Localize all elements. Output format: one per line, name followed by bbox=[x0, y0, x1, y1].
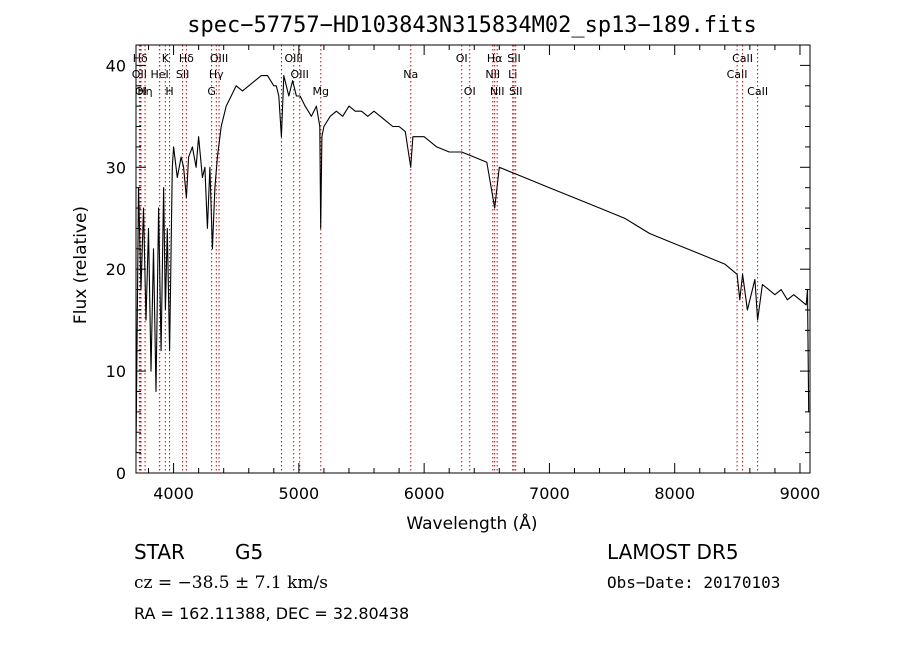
object-type: STAR bbox=[134, 540, 185, 564]
line-marker-label: Hα bbox=[487, 52, 503, 65]
line-marker-label: Mg bbox=[313, 85, 329, 98]
line-marker-label: H bbox=[165, 85, 173, 98]
coordinates: RA = 162.11388, DEC = 32.80438 bbox=[134, 604, 410, 623]
x-tick-label: 4000 bbox=[153, 484, 194, 503]
y-tick-label: 0 bbox=[116, 464, 126, 483]
spectrum-line bbox=[135, 75, 810, 453]
line-marker-label: SII bbox=[507, 52, 520, 65]
plot-frame bbox=[135, 44, 811, 474]
x-axis: 4000 5000 6000 7000 8000 9000 bbox=[148, 45, 821, 503]
y-tick-label: 20 bbox=[106, 260, 126, 279]
line-marker-label: OI bbox=[464, 85, 476, 98]
line-marker-label: SII bbox=[176, 68, 189, 81]
line-marker-label: G bbox=[207, 85, 216, 98]
line-marker-label: CaII bbox=[747, 85, 768, 98]
line-marker-label: NII bbox=[485, 68, 500, 81]
line-marker-label: Li bbox=[508, 68, 517, 81]
y-tick-label: 30 bbox=[106, 158, 126, 177]
line-marker-label: CaII bbox=[727, 68, 748, 81]
survey-name: LAMOST DR5 bbox=[607, 540, 739, 564]
y-tick-label: 10 bbox=[106, 362, 126, 381]
y-axis-label: Flux (relative) bbox=[71, 206, 91, 324]
line-marker-label: Hδ bbox=[133, 52, 148, 65]
spectrum-series bbox=[135, 75, 810, 453]
redshift-cz: cz = −38.5 ± 7.1 km/s bbox=[134, 573, 328, 593]
line-marker-label: OI bbox=[135, 85, 147, 98]
y-axis: 0 10 20 30 40 bbox=[106, 44, 810, 483]
line-marker-label: HeI bbox=[151, 68, 169, 81]
x-tick-label: 5000 bbox=[279, 484, 320, 503]
line-marker-label: OIII bbox=[210, 52, 228, 65]
line-marker-label: Hδ bbox=[179, 52, 194, 65]
x-tick-label: 7000 bbox=[529, 484, 570, 503]
x-tick-label: 9000 bbox=[780, 484, 821, 503]
line-marker-label: OIII bbox=[291, 68, 309, 81]
line-marker-label: Hγ bbox=[209, 68, 224, 81]
x-tick-label: 8000 bbox=[654, 484, 695, 503]
line-marker-label: CaII bbox=[732, 52, 753, 65]
line-marker-label: SII bbox=[509, 85, 522, 98]
line-marker-label: Na bbox=[403, 68, 418, 81]
line-marker-label: K bbox=[162, 52, 170, 65]
line-marker-label: OIII bbox=[285, 52, 303, 65]
line-marker-label: OI bbox=[456, 52, 468, 65]
observation-date: Obs−Date: 20170103 bbox=[607, 573, 781, 592]
spectral-subclass: G5 bbox=[235, 540, 264, 564]
line-marker-label: NII bbox=[490, 85, 505, 98]
x-axis-label: Wavelength (Å) bbox=[406, 512, 537, 534]
chart-title: spec−57757−HD103843N315834M02_sp13−189.f… bbox=[187, 13, 757, 38]
y-tick-label: 40 bbox=[106, 56, 126, 75]
line-marker-label: Hη bbox=[137, 85, 152, 98]
x-tick-label: 6000 bbox=[404, 484, 445, 503]
